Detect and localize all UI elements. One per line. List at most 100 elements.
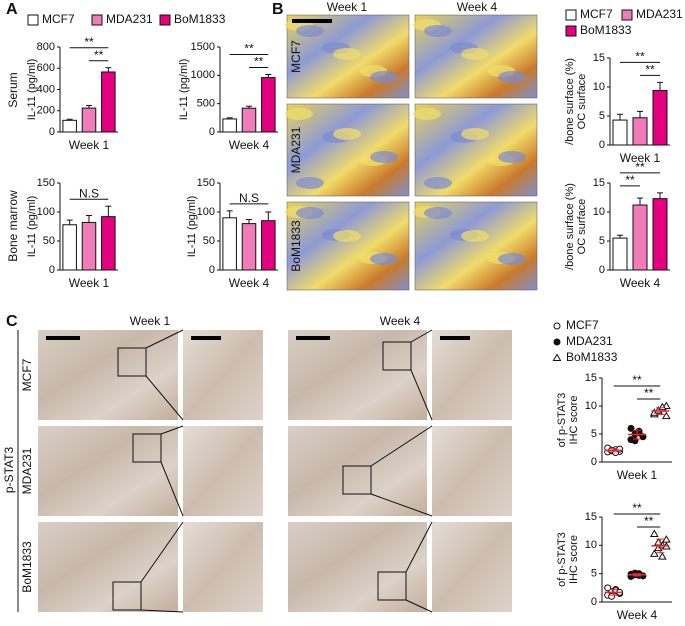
- legend-label: BoM1833: [174, 12, 226, 26]
- y-tick-label: 150: [37, 177, 55, 189]
- y-tick-label: 600: [37, 62, 55, 74]
- bar: [222, 217, 237, 271]
- stain-label: p-STAT3: [2, 447, 16, 494]
- texture: [424, 25, 452, 37]
- bar: [652, 89, 668, 146]
- bar: [81, 221, 97, 271]
- x-tick-label: Week 4: [617, 608, 658, 622]
- point: [649, 529, 659, 537]
- texture: [333, 48, 361, 60]
- y-tick-label: 10: [585, 539, 597, 551]
- micrograph: [38, 426, 178, 516]
- annotation: **: [254, 55, 264, 69]
- texture: [498, 71, 526, 83]
- y-axis-label: IHC score: [568, 396, 580, 445]
- y-tick-label: 0: [49, 126, 55, 138]
- y-tick-label: 5: [591, 428, 597, 440]
- y-tick-label: 150: [197, 177, 215, 189]
- zoom-line: [410, 369, 433, 421]
- legend-swatch: [27, 14, 39, 26]
- bar: [81, 107, 97, 133]
- zoom-line: [410, 329, 433, 343]
- legend-label: BoM1833: [580, 23, 632, 37]
- y-tick-label: 400: [37, 83, 55, 95]
- annotation: **: [94, 48, 104, 62]
- y-tick-label: 1500: [191, 41, 215, 53]
- micrograph: [38, 330, 178, 420]
- legend-label: MCF7: [42, 12, 75, 26]
- y-tick-label: 15: [593, 52, 605, 64]
- y-tick-label: 5: [599, 110, 605, 122]
- y-tick-label: 0: [599, 264, 605, 276]
- bar: [101, 71, 116, 133]
- texture: [333, 128, 361, 140]
- zoom-box: [132, 433, 162, 463]
- legend-swatch: [621, 9, 633, 21]
- panel-label: B: [272, 1, 284, 18]
- annotation: **: [625, 173, 635, 187]
- column-label: Week 1: [130, 314, 171, 328]
- scale-bar: [191, 336, 221, 340]
- y-tick-label: 0: [49, 264, 55, 276]
- micrograph: [38, 522, 178, 612]
- zoom-box: [342, 465, 372, 495]
- x-tick-label: Week 1: [69, 138, 110, 152]
- bar: [612, 237, 628, 271]
- micrograph-zoom: [183, 522, 263, 612]
- zoom-line: [405, 521, 433, 573]
- y-axis-label: OC surface: [576, 74, 588, 130]
- texture: [461, 48, 489, 60]
- x-tick-label: Week 1: [617, 468, 658, 482]
- y-axis-label: IL-11 (pg/ml): [178, 59, 190, 121]
- point: [552, 353, 562, 361]
- annotation: **: [632, 373, 642, 387]
- zoom-line: [145, 375, 184, 421]
- column-label: Week 1: [327, 0, 368, 14]
- row-label: MDA231: [289, 126, 303, 173]
- y-tick-label: 0: [209, 264, 215, 276]
- column-label: Week 4: [457, 0, 498, 14]
- row-label: MDA231: [20, 447, 34, 494]
- x-tick-label: Week 4: [620, 276, 661, 290]
- zoom-box: [382, 341, 412, 371]
- zoom-line: [405, 599, 433, 613]
- row-label: BoM1833: [20, 541, 34, 593]
- texture: [370, 71, 398, 83]
- annotation: N.S: [239, 191, 259, 205]
- y-tick-label: 50: [43, 235, 55, 247]
- zoom-box: [377, 571, 407, 601]
- y-tick-label: 0: [591, 456, 597, 468]
- scale-bar: [296, 336, 330, 340]
- legend-label: MCF7: [566, 318, 599, 332]
- panel-label: C: [6, 313, 18, 330]
- texture: [296, 177, 324, 189]
- scale-bar: [46, 336, 80, 340]
- annotation: **: [635, 160, 645, 174]
- y-axis-label: of p-STAT3: [556, 532, 568, 587]
- y-tick-label: 0: [209, 126, 215, 138]
- bar: [241, 107, 257, 133]
- annotation: **: [632, 501, 642, 515]
- point: [649, 549, 659, 557]
- zoom-line: [145, 329, 184, 349]
- micrograph: [288, 426, 427, 516]
- annotation: **: [244, 42, 254, 56]
- legend-swatch: [91, 14, 103, 26]
- y-axis-label: IL-11 (pg/ml): [26, 196, 38, 258]
- y-tick-label: 800: [37, 41, 55, 53]
- y-tick-label: 10: [585, 400, 597, 412]
- legend-label: BoM1833: [566, 350, 618, 364]
- y-axis-label: of p-STAT3: [556, 393, 568, 448]
- point: [661, 411, 671, 420]
- micrograph-zoom: [432, 426, 512, 516]
- y-axis-label: /bone surface (%): [564, 183, 576, 270]
- annotation: **: [645, 63, 655, 77]
- y-tick-label: 50: [203, 235, 215, 247]
- y-tick-label: 500: [197, 98, 215, 110]
- bar: [101, 216, 116, 271]
- x-tick-label: Week 4: [229, 138, 270, 152]
- y-axis-label: IL-11 (pg/ml): [186, 196, 198, 258]
- point: [604, 584, 612, 592]
- y-axis-label: /bone surface (%): [564, 58, 576, 145]
- row-label: BoM1833: [289, 220, 303, 272]
